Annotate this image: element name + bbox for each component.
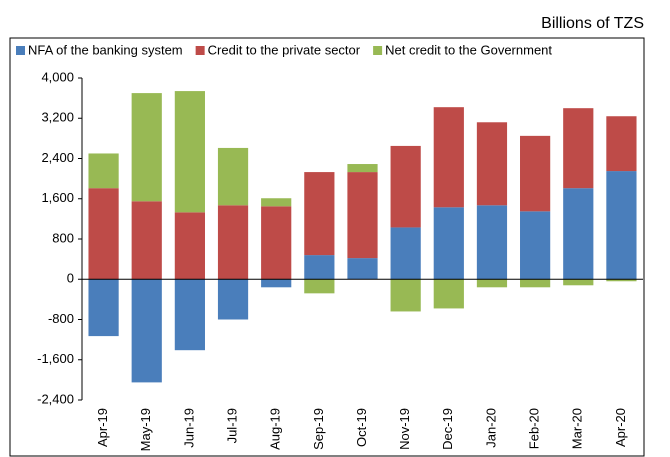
bar-segment bbox=[217, 205, 249, 280]
bar-segment bbox=[390, 145, 421, 228]
bar-segment bbox=[390, 227, 421, 280]
legend-label: Net credit to the Government bbox=[385, 42, 552, 57]
bar-segment bbox=[304, 172, 335, 256]
unit-label: Billions of TZS bbox=[541, 15, 644, 32]
bar-segment bbox=[217, 279, 249, 320]
x-tick-label: Oct-19 bbox=[354, 408, 369, 447]
bar-segment bbox=[261, 279, 292, 288]
bar-segment bbox=[563, 279, 594, 286]
bar-segment bbox=[606, 116, 637, 172]
legend-swatch bbox=[373, 46, 383, 55]
x-tick-label: Jan-20 bbox=[483, 408, 498, 448]
y-tick-label: -800 bbox=[48, 311, 74, 326]
bar-segment bbox=[217, 147, 249, 206]
bar-segment bbox=[563, 108, 594, 189]
y-tick-label: 3,200 bbox=[41, 110, 74, 125]
y-tick-label: 1,600 bbox=[41, 190, 74, 205]
y-tick-label: -1,600 bbox=[37, 351, 74, 366]
legend-swatch bbox=[16, 46, 25, 55]
bar-segment bbox=[606, 279, 637, 282]
x-tick-label: Mar-20 bbox=[570, 408, 585, 449]
bar-segment bbox=[347, 172, 378, 259]
bar-segment bbox=[131, 93, 162, 202]
x-tick-label: Sep-19 bbox=[311, 408, 326, 450]
legend-label: NFA of the banking system bbox=[28, 42, 183, 57]
bar-segment bbox=[174, 91, 205, 213]
bar-segment bbox=[304, 279, 335, 294]
bar-segment bbox=[261, 206, 292, 280]
bar-segment bbox=[347, 164, 378, 173]
x-tick-label: Jul-19 bbox=[224, 408, 239, 443]
bar-segment bbox=[433, 207, 464, 280]
x-tick-label: Dec-19 bbox=[440, 408, 455, 450]
y-tick-label: 800 bbox=[52, 230, 74, 245]
x-tick-label: May-19 bbox=[138, 408, 153, 451]
bar-segment bbox=[433, 279, 464, 309]
bar-segment bbox=[131, 279, 162, 383]
y-tick-label: -2,400 bbox=[37, 391, 74, 406]
bar-segment bbox=[520, 135, 551, 212]
bar-segment bbox=[520, 211, 551, 280]
bar-segment bbox=[390, 279, 421, 312]
bar-segment bbox=[131, 201, 162, 280]
bar-segment bbox=[476, 205, 508, 280]
x-tick-label: Apr-20 bbox=[613, 408, 628, 447]
bar-segment bbox=[433, 107, 464, 208]
bar-segment bbox=[520, 279, 551, 288]
legend-label: Credit to the private sector bbox=[208, 42, 361, 57]
x-tick-label: Apr-19 bbox=[95, 408, 110, 447]
y-tick-label: 2,400 bbox=[41, 150, 74, 165]
bar-segment bbox=[606, 171, 637, 280]
bar-segment bbox=[563, 188, 594, 280]
bar-segment bbox=[476, 279, 508, 288]
bar-segment bbox=[347, 258, 378, 280]
x-tick-label: Jun-19 bbox=[181, 408, 196, 448]
legend-swatch bbox=[195, 46, 205, 55]
y-tick-label: 0 bbox=[67, 271, 74, 286]
bar-segment bbox=[304, 255, 335, 280]
chart-frame bbox=[9, 37, 645, 457]
bar-segment bbox=[261, 198, 292, 207]
y-tick-label: 4,000 bbox=[41, 69, 74, 84]
bar-segment bbox=[88, 153, 119, 189]
x-tick-label: Feb-20 bbox=[527, 408, 542, 449]
bar-segment bbox=[88, 188, 119, 280]
bar-segment bbox=[174, 212, 205, 280]
x-tick-label: Nov-19 bbox=[397, 408, 412, 450]
bar-segment bbox=[174, 279, 205, 351]
x-tick-label: Aug-19 bbox=[268, 408, 283, 450]
bar-segment bbox=[476, 122, 508, 206]
bar-segment bbox=[88, 279, 119, 337]
